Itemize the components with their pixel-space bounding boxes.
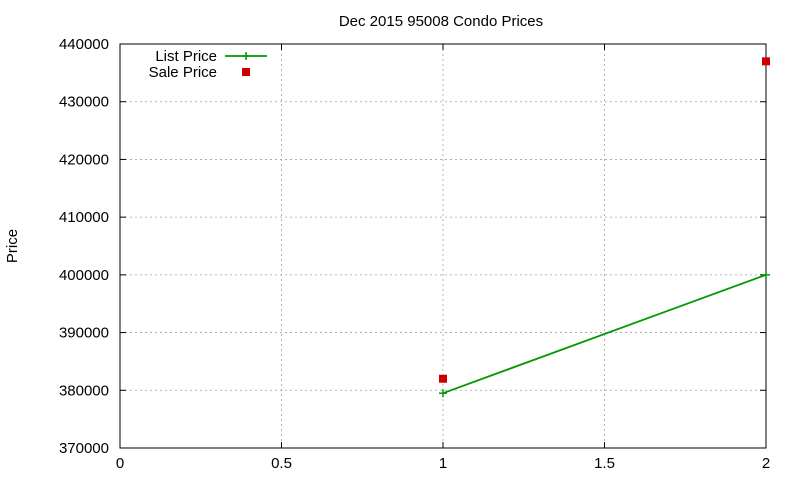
list-price-point [439, 389, 447, 398]
legend-label: Sale Price [149, 64, 217, 81]
list-price-point [762, 270, 770, 279]
y-tick-label: 420000 [59, 151, 109, 168]
y-tick-label: 370000 [59, 440, 109, 457]
y-tick-label: 380000 [59, 382, 109, 399]
x-tick-label: 0.5 [271, 455, 292, 472]
y-tick-label: 390000 [59, 325, 109, 342]
x-tick-label: 0 [116, 455, 124, 472]
y-tick-label: 430000 [59, 94, 109, 111]
y-tick-label: 410000 [59, 209, 109, 226]
axis-ticks: 0 0.5 1 1.5 2 370000 380000 390000 400000 410000 4… [59, 36, 770, 472]
list-price-point [242, 52, 250, 60]
legend-label: List Price [155, 48, 217, 65]
x-tick-label: 1 [439, 455, 447, 472]
list-price-line [442, 274, 767, 395]
sale-price-point [242, 68, 250, 76]
y-axis-label: Price [4, 229, 21, 263]
sale-price-point [439, 374, 447, 383]
data-series [439, 57, 770, 398]
x-tick-label: 1.5 [594, 455, 615, 472]
chart-title: Dec 2015 95008 Condo Prices [339, 13, 543, 30]
y-tick-label: 440000 [59, 36, 109, 53]
sale-price-point [762, 57, 770, 66]
y-tick-label: 400000 [59, 267, 109, 284]
x-tick-label: 2 [762, 455, 770, 472]
